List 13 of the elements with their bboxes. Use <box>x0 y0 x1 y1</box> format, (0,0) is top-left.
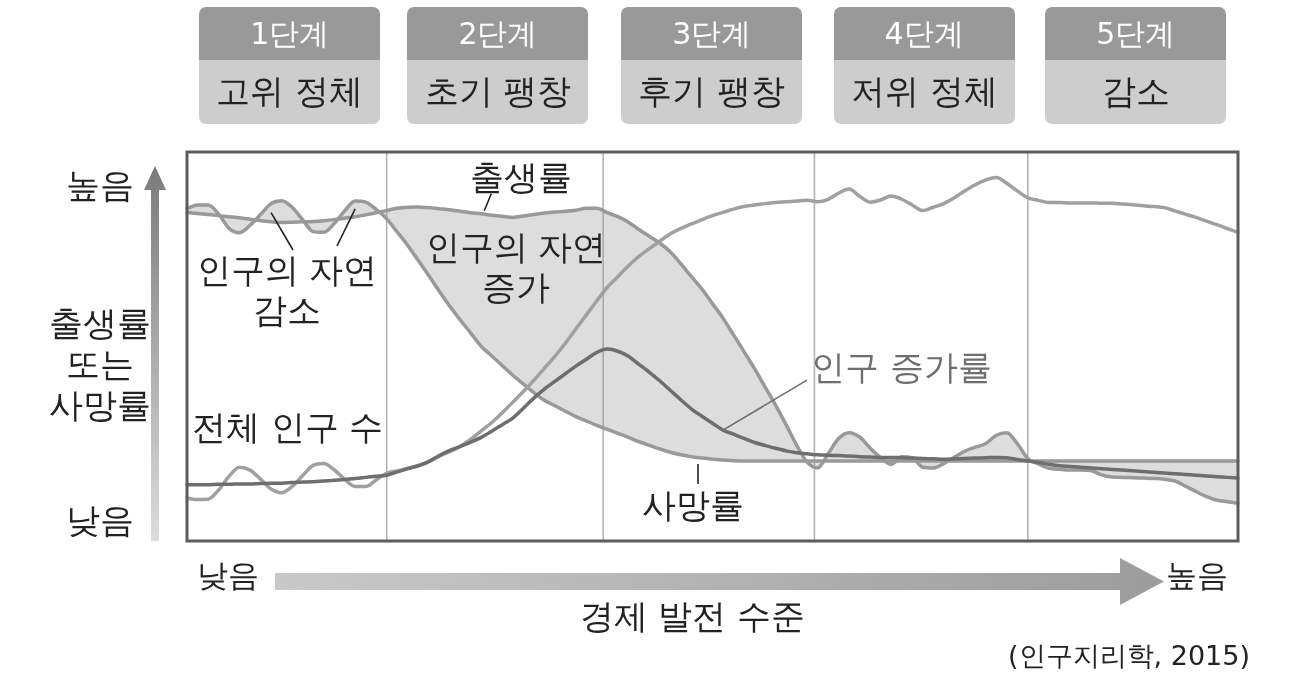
series-label: 사망률 <box>641 484 744 525</box>
series-label: 전체 인구 수 <box>191 407 384 448</box>
annotation: 인구의 자연 증가 <box>425 226 607 307</box>
text: 높음 <box>1166 557 1228 594</box>
text: (인구지리학, 2015) <box>1008 640 1250 672</box>
text: 낮음 <box>66 499 134 540</box>
text: 낮음 <box>197 557 259 594</box>
text: 높음 <box>66 164 134 205</box>
series-label: 인구 증가률 <box>811 346 992 387</box>
x-axis-title: 경제 발전 수준 <box>579 595 806 636</box>
y-axis-title: 출생률 또는 사망률 <box>49 303 151 426</box>
series-label: 출생률 <box>470 156 573 197</box>
annotation: 인구의 자연 감소 <box>196 249 378 330</box>
